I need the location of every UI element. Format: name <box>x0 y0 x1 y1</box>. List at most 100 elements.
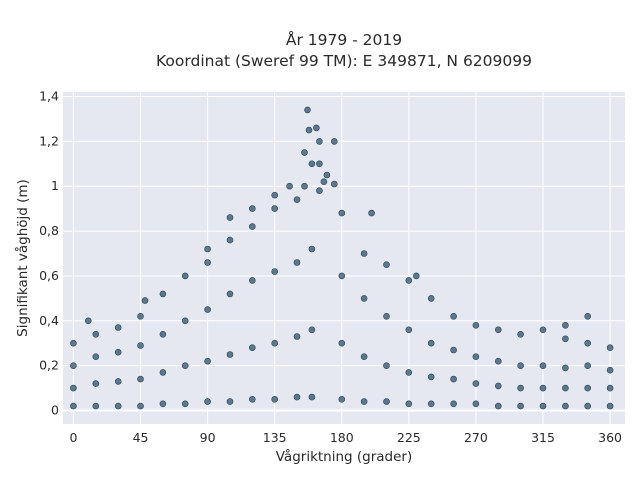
x-tick-label: 180 <box>330 430 354 445</box>
data-point <box>70 362 77 370</box>
data-point <box>159 400 167 408</box>
data-point <box>204 259 211 266</box>
plot-area <box>63 92 625 424</box>
data-point <box>606 402 614 410</box>
data-point <box>472 380 480 387</box>
data-point <box>450 400 457 408</box>
data-point <box>472 400 480 408</box>
data-point <box>85 317 92 325</box>
data-point <box>304 106 311 114</box>
y-tick-label: 1,4 <box>39 88 59 103</box>
data-point <box>204 306 211 313</box>
data-point <box>301 182 308 190</box>
data-point <box>204 357 211 365</box>
data-point <box>137 312 144 320</box>
data-point <box>368 209 375 217</box>
data-point <box>313 124 320 132</box>
data-point <box>562 335 569 343</box>
x-tick-label: 360 <box>598 430 622 445</box>
data-point <box>226 290 234 298</box>
x-tick-labels: 0 45 90 135 180 225 270 315 360 <box>69 430 622 445</box>
data-point <box>606 366 614 374</box>
data-point <box>301 149 308 156</box>
data-point <box>92 380 100 387</box>
data-point <box>450 375 457 383</box>
data-point <box>562 402 569 410</box>
data-point <box>181 362 189 370</box>
data-point <box>360 295 368 302</box>
chart-subtitle: Koordinat (Sweref 99 TM): E 349871, N 62… <box>156 52 532 70</box>
data-point <box>517 384 524 392</box>
data-point <box>450 346 457 354</box>
data-point <box>226 214 234 221</box>
data-point <box>271 191 279 199</box>
data-point <box>114 324 122 331</box>
x-tick-label: 270 <box>464 430 488 445</box>
data-point <box>249 344 256 352</box>
data-point <box>494 357 502 365</box>
data-point <box>330 180 338 188</box>
data-point <box>181 400 189 408</box>
x-tick-label: 135 <box>263 430 287 445</box>
data-point <box>159 330 167 338</box>
data-point <box>427 339 435 347</box>
data-point <box>338 339 346 347</box>
data-point <box>383 398 390 405</box>
data-point <box>293 196 301 203</box>
data-point <box>308 326 316 334</box>
data-point <box>360 398 368 405</box>
data-point <box>226 236 234 244</box>
data-point <box>141 297 149 304</box>
data-point <box>226 351 234 358</box>
data-point <box>249 205 256 212</box>
data-point <box>539 384 547 392</box>
data-point <box>427 400 435 408</box>
data-point <box>360 353 368 361</box>
data-point <box>450 312 457 320</box>
data-point <box>338 209 346 217</box>
data-point <box>405 326 413 334</box>
data-point <box>405 400 413 408</box>
data-point <box>472 353 480 361</box>
data-point <box>293 259 301 266</box>
data-point <box>181 317 189 325</box>
data-point <box>308 245 316 253</box>
data-point <box>226 398 234 405</box>
data-point <box>562 321 569 329</box>
scatter-points <box>70 106 614 410</box>
data-point <box>405 277 413 284</box>
data-point <box>330 138 338 145</box>
y-tick-label: 1,2 <box>39 133 59 148</box>
data-point <box>517 362 524 370</box>
data-point <box>271 395 279 403</box>
data-point <box>159 369 167 376</box>
x-axis-title: Vågriktning (grader) <box>276 448 413 465</box>
data-point <box>383 261 390 269</box>
data-point <box>137 402 144 410</box>
data-point <box>562 384 569 392</box>
data-point <box>92 330 100 338</box>
data-point <box>204 398 211 405</box>
data-point <box>308 393 316 401</box>
x-tick-label: 90 <box>200 430 216 445</box>
data-point <box>316 187 323 194</box>
data-point <box>383 362 390 370</box>
data-point <box>494 382 502 390</box>
x-tick-label: 315 <box>531 430 555 445</box>
data-point <box>92 353 100 361</box>
data-point <box>286 182 293 190</box>
y-tick-label: 0,6 <box>39 268 59 283</box>
data-point <box>70 384 77 392</box>
data-point <box>316 138 323 145</box>
data-point <box>249 395 256 403</box>
data-point <box>517 330 524 338</box>
data-point <box>159 290 167 298</box>
data-point <box>584 384 592 392</box>
data-point <box>316 160 323 168</box>
data-point <box>562 364 569 372</box>
data-point <box>320 178 328 185</box>
data-point <box>584 312 592 320</box>
data-point <box>539 362 547 370</box>
data-point <box>271 339 279 347</box>
